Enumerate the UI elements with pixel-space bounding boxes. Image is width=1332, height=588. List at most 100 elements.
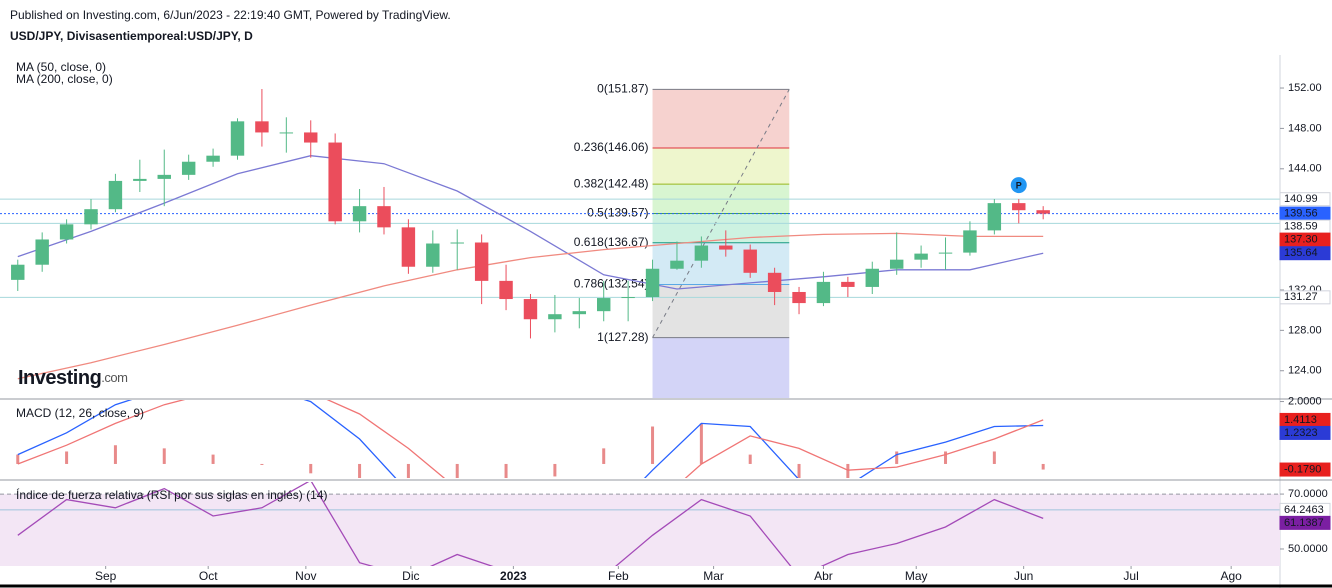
legend-entry: MA (50, close, 0) (16, 60, 106, 74)
fib-label: 0.618(136.67) (574, 235, 649, 249)
candle-body (35, 239, 49, 265)
price-badge (1279, 192, 1331, 207)
price-badge-label: 138.59 (1284, 221, 1318, 233)
fib-label: 0.786(132.54) (574, 277, 649, 291)
y-tick-label: 148.00 (1288, 122, 1322, 134)
x-tick-label: Mar (703, 569, 724, 583)
histogram-bar (553, 463, 557, 477)
series-line (17, 400, 1044, 478)
candle-body (157, 174, 171, 179)
histogram-bar (65, 451, 69, 464)
histogram-bar (699, 423, 703, 464)
price-badge-label: -0.1790 (1284, 463, 1321, 475)
candle-body (767, 272, 782, 292)
x-tick-label: Sep (95, 569, 117, 583)
candle-body (670, 260, 684, 269)
candle-body (987, 203, 1002, 231)
y-tick-label: 70.0000 (1288, 488, 1328, 500)
candle-body (548, 314, 562, 320)
candle-body (206, 155, 220, 162)
price-badge (1279, 290, 1331, 305)
candle-body (426, 243, 440, 267)
candle-body (181, 161, 196, 175)
histogram-bar (602, 448, 606, 464)
histogram-bar (406, 463, 410, 478)
x-tick-label: Nov (295, 569, 316, 583)
fib-label: 0.236(146.06) (574, 140, 649, 154)
price-badge (1279, 232, 1331, 247)
candle-body (401, 227, 416, 267)
price-badge-label: 1.2323 (1284, 427, 1318, 439)
candle-body (11, 264, 25, 280)
histogram-bar (1041, 463, 1045, 470)
candle-body (352, 206, 367, 222)
x-tick-label: Jul (1123, 569, 1138, 583)
candle-body (255, 121, 269, 133)
candle-body (963, 230, 977, 253)
candle-body (743, 249, 757, 273)
candle-body (572, 311, 587, 315)
candle-body (865, 268, 879, 287)
price-badge (1279, 462, 1331, 477)
histogram-bar (846, 463, 850, 478)
x-tick-label: 2023 (500, 569, 527, 583)
candle-body (914, 253, 928, 260)
candle-body (938, 252, 953, 254)
fib-label: 0.5(139.57) (587, 206, 648, 220)
pane-title: Índice de fuerza relativa (RSI por sus s… (16, 487, 327, 502)
histogram-bar (651, 426, 655, 464)
legend-entry: MA (200, close, 0) (16, 72, 113, 86)
candle-body (108, 180, 123, 210)
x-tick-label: Oct (199, 569, 218, 583)
marker-icon (1010, 177, 1027, 194)
candle-body (84, 209, 98, 225)
histogram-bar (504, 463, 508, 478)
price-badge (1279, 246, 1331, 261)
fib-label: 0(151.87) (597, 82, 648, 96)
histogram-bar (944, 451, 948, 464)
fib-zone (652, 89, 790, 148)
logo: Investing.com (18, 367, 127, 389)
price-badge-label: 64.2463 (1284, 504, 1324, 516)
candle-body (523, 299, 538, 320)
pane (16, 400, 1045, 478)
symbol-title: USD/JPY, Divisasentiemporeal:USD/JPY, D (10, 29, 253, 43)
candle-body (304, 132, 318, 143)
price-badge-label: 140.99 (1284, 193, 1318, 205)
candle-body (841, 281, 855, 287)
candle-body (597, 298, 611, 312)
price-badge (1279, 515, 1331, 530)
x-tick-label: May (905, 569, 928, 583)
x-tick-label: Jun (1014, 569, 1033, 583)
series-line (17, 400, 1044, 478)
price-badge-label: 1.4113 (1284, 414, 1317, 426)
histogram-bar (895, 451, 899, 464)
series-line (17, 232, 1044, 380)
candle-body (645, 268, 660, 298)
price-badge (1279, 425, 1331, 440)
pane (0, 482, 1280, 566)
histogram-bar (260, 463, 264, 465)
candle-body (1012, 203, 1026, 211)
candle-body (499, 280, 513, 300)
x-tick-label: Dic (402, 569, 419, 583)
x-tick-label: Feb (608, 569, 629, 583)
histogram-bar (797, 463, 801, 478)
y-tick-label: 124.00 (1288, 365, 1322, 377)
x-tick-label: Ago (1220, 569, 1242, 583)
y-tick-label: 2.0000 (1288, 395, 1322, 407)
pane: 0(151.87) 0.236(146.06) 0.382(142.48) 0.5(1… (0, 82, 1280, 398)
histogram-bar (113, 445, 117, 464)
candle-body (792, 291, 806, 304)
histogram-bar (211, 454, 215, 464)
histogram-bar (358, 463, 362, 478)
candle-body (719, 245, 733, 250)
candle-body (230, 121, 245, 156)
y-tick-label: 144.00 (1288, 163, 1322, 175)
candle-body (328, 142, 342, 222)
marker-label: P (1016, 180, 1022, 190)
